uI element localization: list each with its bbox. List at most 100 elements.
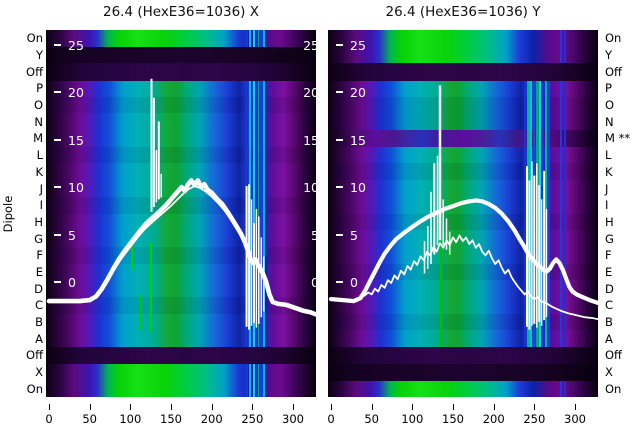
dipole-label-G-12: G: [605, 231, 614, 246]
x-tick-mark: [49, 404, 50, 410]
x-tick-mark: [171, 404, 172, 410]
dipole-label-C-16: C: [34, 298, 43, 313]
x-tick-label: 150: [442, 412, 464, 426]
heatmap-row-on-0: [46, 30, 316, 48]
dipole-label-E-14: E: [35, 264, 43, 279]
overlay-scale-tick-left: 15: [54, 133, 84, 149]
artifact-stripe: [131, 245, 133, 270]
artifact-stripe: [253, 30, 255, 397]
dipole-label-On-0: On: [605, 31, 622, 46]
x-tick-label: 250: [523, 412, 546, 426]
dipole-label-H-11: H: [34, 214, 43, 229]
heatmap-row-off-2: [328, 63, 598, 81]
heatmap-row-on-0: [328, 30, 598, 48]
dipole-label-M-6: M **: [605, 131, 631, 146]
tick-dash-icon: [54, 281, 61, 283]
x-tick-mark: [493, 404, 495, 410]
x-tick-mark: [211, 404, 213, 410]
x-tick-label: 100: [119, 412, 142, 426]
x-tick-label: 100: [401, 412, 424, 426]
heatmap-row-on-21: [46, 380, 316, 397]
heatmap-row-m-6: [46, 130, 316, 148]
overlay-scale-tick-left: 10: [54, 180, 84, 196]
dipole-label-I-10: I: [39, 198, 43, 213]
x-tick-label: 150: [160, 412, 182, 426]
x-tick-label: 50: [82, 412, 97, 426]
tick-dash-icon: [54, 43, 61, 46]
heatmap-row-y-1: [46, 46, 316, 64]
dipole-label-J-9: J: [39, 181, 43, 196]
overlay-scale-tick-left: 0: [54, 275, 76, 291]
dipole-label-On-0: On: [26, 31, 43, 46]
dipole-label-K-8: K: [35, 164, 43, 179]
artifact-stripe: [140, 295, 141, 330]
dipole-label-O-4: O: [605, 98, 615, 113]
x-tick-label: 200: [200, 412, 223, 426]
artifact-stripe: [265, 30, 267, 397]
x-tick-mark: [293, 404, 294, 410]
dipole-label-A-18: A: [35, 331, 43, 346]
tick-dash-icon: [336, 138, 343, 141]
dipole-label-Off-19: Off: [605, 348, 622, 363]
heatmap-row-x-20: [46, 363, 316, 381]
dipole-label-C-16: C: [605, 298, 614, 313]
overlay-scale-tick-left: 5: [54, 228, 76, 244]
dipole-label-G-12: G: [34, 231, 43, 246]
overlay-curves: [46, 78, 316, 330]
tick-dash-icon: [54, 233, 61, 236]
dipole-labels-left: On Y Off P O N M L K J I H G F E D C B A Off X On: [0, 0, 43, 440]
overlay-scale-tick-left: 10: [336, 180, 366, 196]
tick-dash-icon: [54, 186, 61, 188]
heatmap-row-x-20: [328, 363, 598, 381]
dipole-label-K-8: K: [605, 164, 613, 179]
overlay-scale-tick-right: 20: [303, 85, 316, 100]
heatmap-row-n-5: [46, 113, 316, 131]
dipole-label-B-17: B: [35, 314, 43, 329]
x-tick-label: 50: [364, 412, 379, 426]
x-tick-mark: [371, 404, 373, 410]
tick-dash-icon: [336, 281, 343, 283]
overlay-curves: [328, 85, 598, 330]
overlay-scale-tick-left: 0: [336, 275, 358, 291]
dipole-labels-right: On Y Off P O N M ** L K J I H G F E D C B A Off X On: [605, 0, 640, 440]
artifact-stripe: [524, 70, 526, 360]
dipole-label-F-13: F: [36, 248, 43, 263]
overlay-scale-tick-right: 0: [311, 275, 316, 290]
heatmap-row-off-2: [46, 63, 316, 81]
overlay-scale-tick-left: 20: [54, 85, 84, 101]
x-tick-mark: [453, 404, 454, 410]
dipole-label-D-15: D: [34, 281, 43, 296]
dipole-label-F-13: F: [605, 248, 612, 263]
heatmap-row-off-19: [328, 346, 598, 365]
dipole-label-L-7: L: [605, 148, 612, 163]
overlay-scale-tick-right: 25: [303, 37, 316, 53]
dipole-label-Y-1: Y: [605, 48, 613, 62]
heatmap-row-on-21: [328, 380, 598, 397]
overlay-scale-tick-left: 5: [336, 228, 358, 244]
tick-dash-icon: [54, 91, 61, 93]
dipole-label-O-4: O: [33, 98, 43, 113]
x-tick-label: 200: [482, 412, 505, 426]
artifact-stripe: [530, 70, 532, 360]
artifact-stripe: [258, 30, 259, 397]
artifact-stripe: [150, 242, 152, 332]
dipole-label-Off-2: Off: [26, 64, 43, 79]
dipole-label-J-9: J: [605, 181, 609, 196]
dipole-label-I-10: I: [605, 198, 609, 213]
x-tick-mark: [252, 404, 254, 410]
heatmap-row-o-4: [46, 96, 316, 114]
heatmap-row-y-1: [328, 46, 598, 64]
x-tick-label: 0: [327, 412, 335, 426]
dipole-label-D-15: D: [605, 281, 614, 296]
artifact-stripe: [548, 70, 550, 360]
dipole-label-On-21: On: [605, 381, 622, 396]
heatmap-panel-y: 25 20 15 10 5 0: [328, 30, 598, 397]
artifact-stripe: [260, 30, 263, 397]
heatmap-row-k-8: [46, 163, 316, 181]
dipole-label-N-5: N: [34, 114, 43, 129]
tick-dash-icon: [336, 186, 343, 188]
dipole-label-X-20: X: [35, 365, 43, 379]
overlay-scale-tick-left: 20: [336, 85, 366, 101]
panel-title-x: 26.4 (HexE36=1036) X: [102, 4, 259, 20]
